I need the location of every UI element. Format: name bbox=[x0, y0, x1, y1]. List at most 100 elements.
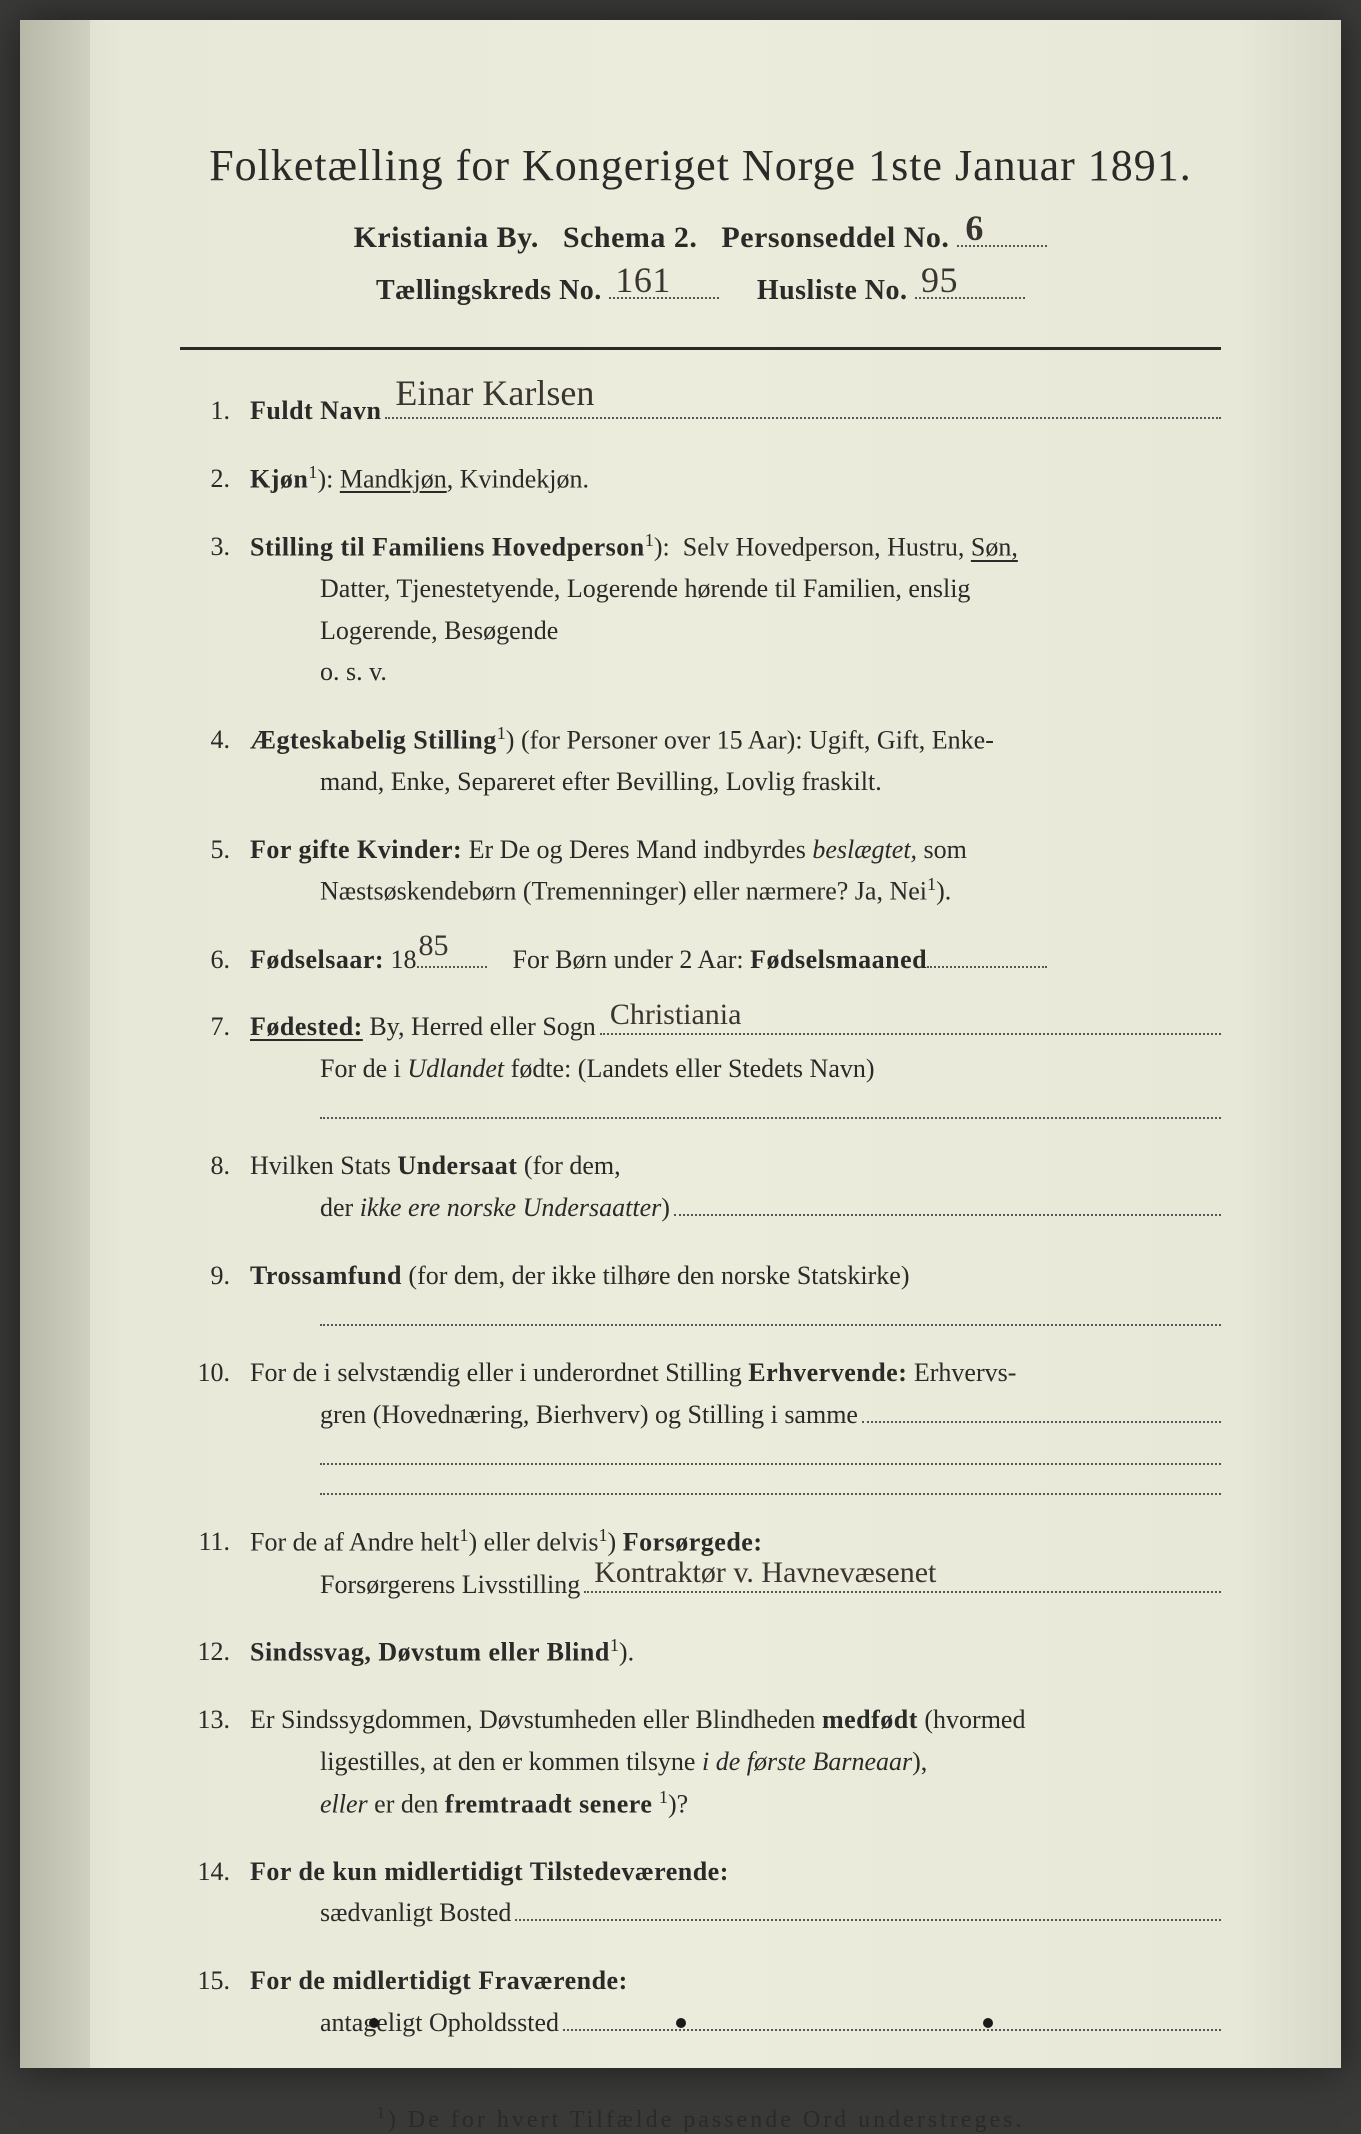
page-title: Folketælling for Kongeriget Norge 1ste J… bbox=[180, 140, 1221, 191]
item-12: 12. Sindssvag, Døvstum eller Blind1). bbox=[180, 1631, 1221, 1673]
year-field: 85 bbox=[417, 966, 487, 968]
taellingskreds-value: 161 bbox=[615, 259, 671, 301]
text: By, Herred eller Sogn bbox=[363, 1012, 596, 1041]
text: ) eller delvis bbox=[468, 1528, 598, 1557]
citizenship-field bbox=[674, 1214, 1221, 1216]
gender-rest: , Kvindekjøn. bbox=[447, 464, 589, 493]
label: Erhvervende: bbox=[748, 1358, 907, 1387]
item-6: 6. Fødselsaar: 1885 For Børn under 2 Aar… bbox=[180, 939, 1221, 981]
item-label: Trossamfund bbox=[250, 1261, 402, 1290]
footnote: 1) De for hvert Tilfælde passende Ord un… bbox=[180, 2103, 1221, 2134]
dot-icon bbox=[676, 2018, 686, 2028]
text: ligestilles, at den er kommen tilsyne i … bbox=[320, 1741, 1221, 1783]
provider-value: Kontraktør v. Havnevæsenet bbox=[594, 1549, 936, 1597]
item-label: For gifte Kvinder: bbox=[250, 835, 462, 864]
item-8: 8. Hvilken Stats Undersaat (for dem, der… bbox=[180, 1145, 1221, 1228]
text: Hvilken Stats bbox=[250, 1151, 397, 1180]
item-num: 5. bbox=[180, 829, 230, 871]
text: Selv Hovedperson, Hustru, bbox=[683, 533, 971, 562]
item-13: 13. Er Sindssygdommen, Døvstumheden elle… bbox=[180, 1699, 1221, 1824]
text: gren (Hovednæring, Bierhverv) og Stillin… bbox=[320, 1394, 858, 1436]
usual-residence-field bbox=[515, 1919, 1221, 1921]
personseddel-no-value: 6 bbox=[965, 207, 984, 249]
item-label: Ægteskabelig Stilling bbox=[250, 726, 497, 755]
text: For de af Andre helt bbox=[250, 1528, 459, 1557]
taellingskreds-field: 161 bbox=[609, 297, 719, 299]
name-field: Einar Karlsen bbox=[385, 417, 1221, 419]
taellingskreds-label: Tællingskreds No. bbox=[376, 275, 602, 306]
text: Erhvervs- bbox=[907, 1358, 1016, 1387]
punch-marks bbox=[20, 2018, 1341, 2028]
text: Datter, Tjenestetyende, Logerende hørend… bbox=[320, 568, 1221, 610]
personseddel-no-field: 6 bbox=[957, 245, 1047, 247]
text: beslægtet, bbox=[812, 835, 917, 864]
text: (for Personer over 15 Aar): Ugift, Gift,… bbox=[514, 726, 993, 755]
item-label: Stilling til Familiens Hovedperson bbox=[250, 533, 645, 562]
foreign-birthplace-field bbox=[320, 1097, 1221, 1119]
gender-selected: Mandkjøn bbox=[340, 464, 447, 493]
item-11: 11. For de af Andre helt1) eller delvis1… bbox=[180, 1521, 1221, 1605]
item-num: 3. bbox=[180, 526, 230, 568]
subtitle-line: Kristiania By. Schema 2. Personseddel No… bbox=[180, 221, 1221, 255]
item-7: 7. Fødested: By, Herred eller Sogn Chris… bbox=[180, 1006, 1221, 1119]
item-label: Kjøn bbox=[250, 464, 308, 493]
item-label: For de kun midlertidigt Tilstedeværende: bbox=[250, 1857, 729, 1886]
text: Næstsøskendebørn (Tremenninger) eller næ… bbox=[320, 870, 1221, 912]
item-label: Fuldt Navn bbox=[250, 390, 381, 432]
text: For Børn under 2 Aar: bbox=[513, 945, 751, 974]
birthplace-field: Christiania bbox=[600, 1033, 1221, 1035]
census-form-page: Folketælling for Kongeriget Norge 1ste J… bbox=[20, 20, 1341, 2068]
city-label: Kristiania By. bbox=[354, 221, 539, 254]
text: mand, Enke, Separeret efter Bevilling, L… bbox=[320, 761, 1221, 803]
item-num: 4. bbox=[180, 719, 230, 761]
item-15: 15. For de midlertidigt Fraværende: anta… bbox=[180, 1960, 1221, 2043]
text: som bbox=[917, 835, 967, 864]
item-label: Sindssvag, Døvstum eller Blind bbox=[250, 1638, 610, 1667]
occupation-field-2 bbox=[320, 1443, 1221, 1465]
occupation-field-1 bbox=[862, 1421, 1221, 1423]
item-3: 3. Stilling til Familiens Hovedperson1):… bbox=[180, 526, 1221, 693]
text: o. s. v. bbox=[320, 651, 1221, 693]
text: sædvanligt Bosted bbox=[320, 1892, 511, 1934]
religion-field bbox=[320, 1304, 1221, 1326]
item-label: For de midlertidigt Fraværende: bbox=[250, 1966, 628, 1995]
item-10: 10. For de i selvstændig eller i underor… bbox=[180, 1352, 1221, 1495]
horizontal-rule bbox=[180, 347, 1221, 350]
text: Er Sindssygdommen, Døvstumheden eller Bl… bbox=[250, 1705, 822, 1734]
item-14: 14. For de kun midlertidigt Tilstedevære… bbox=[180, 1851, 1221, 1934]
dot-icon bbox=[983, 2018, 993, 2028]
item-num: 7. bbox=[180, 1006, 230, 1048]
text: (for dem, der ikke tilhøre den norske St… bbox=[408, 1261, 909, 1290]
text: For de i Udlandet fødte: (Landets eller … bbox=[320, 1048, 1221, 1090]
birthmonth-label: Fødselsmaaned bbox=[750, 945, 927, 974]
item-num: 15. bbox=[180, 1960, 230, 2002]
item-5: 5. For gifte Kvinder: Er De og Deres Man… bbox=[180, 829, 1221, 913]
item-num: 6. bbox=[180, 939, 230, 981]
birthyear-label: Fødselsaar: bbox=[250, 945, 384, 974]
item-num: 14. bbox=[180, 1851, 230, 1893]
label: Undersaat bbox=[397, 1151, 517, 1180]
personseddel-label: Personseddel No. bbox=[721, 221, 949, 254]
text: Er De og Deres Mand indbyrdes bbox=[469, 835, 813, 864]
item-num: 13. bbox=[180, 1699, 230, 1741]
dot-icon bbox=[369, 2018, 379, 2028]
year-prefix: 18 bbox=[391, 945, 417, 974]
text: Logerende, Besøgende bbox=[320, 610, 1221, 652]
item-num: 11. bbox=[180, 1521, 230, 1563]
provider-field: Kontraktør v. Havnevæsenet bbox=[584, 1591, 1221, 1593]
item-2: 2. Kjøn1): Mandkjøn, Kvindekjøn. bbox=[180, 458, 1221, 500]
text: Forsørgerens Livsstilling bbox=[320, 1564, 580, 1606]
birthplace-value: Christiania bbox=[610, 991, 742, 1039]
absent-location-field bbox=[563, 2029, 1221, 2031]
year-value: 85 bbox=[419, 922, 449, 970]
relation-selected: Søn, bbox=[971, 533, 1018, 562]
text: eller er den fremtraadt senere 1)? bbox=[320, 1783, 1221, 1825]
subline: Tællingskreds No. 161 Husliste No. 95 bbox=[180, 275, 1221, 307]
birthplace-label: Fødested: bbox=[250, 1012, 363, 1041]
item-num: 12. bbox=[180, 1631, 230, 1673]
item-num: 8. bbox=[180, 1145, 230, 1187]
item-num: 9. bbox=[180, 1255, 230, 1297]
birthmonth-field bbox=[927, 966, 1047, 968]
text: (for dem, bbox=[517, 1151, 620, 1180]
husliste-label: Husliste No. bbox=[757, 275, 908, 306]
